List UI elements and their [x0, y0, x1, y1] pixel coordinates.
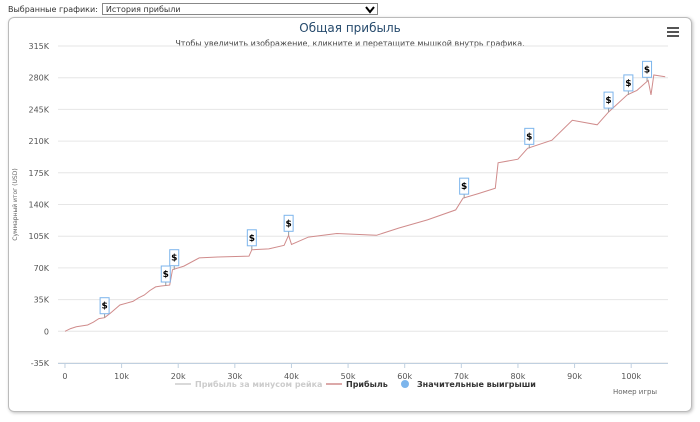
y-tick-label: -35K [31, 359, 50, 368]
win-flag: $ [642, 60, 653, 82]
legend-item[interactable]: Прибыль [326, 379, 388, 389]
dropdown-arrow [365, 6, 375, 14]
win-flag: $ [459, 177, 470, 199]
x-tick-label: 40k [284, 372, 299, 381]
chart-panel: Общая прибыль Чтобы увеличить изображение… [8, 17, 692, 412]
y-tick-label: 210K [28, 137, 49, 146]
y-axis-title: Суммарный итог (USD) [12, 168, 19, 240]
y-tick-label: 245K [28, 105, 49, 114]
legend-label: Значительные выигрыши [417, 380, 536, 389]
chart-title: Общая прибыль [299, 21, 400, 35]
selected-option: История прибыли [105, 5, 181, 14]
win-flag: $ [524, 127, 535, 149]
win-flag: $ [169, 249, 180, 270]
chart-subtitle: Чтобы увеличить изображение, кликните и … [175, 39, 524, 48]
x-tick-label: 20k [171, 372, 186, 381]
flag-label: $ [163, 270, 169, 280]
y-tick-label: 70K [34, 264, 50, 273]
legend-label: Прибыль за минусом рейка [195, 379, 322, 389]
flag-box [99, 297, 110, 315]
win-flag: $ [246, 229, 257, 250]
flag-label: $ [461, 182, 467, 192]
win-flag: $ [283, 214, 294, 236]
y-tick-label: 175K [28, 169, 49, 178]
flag-box [246, 229, 257, 247]
select-box[interactable]: История прибыли [101, 3, 378, 15]
flag-label: $ [625, 79, 631, 89]
chart: Общая прибыль Чтобы увеличить изображение… [12, 21, 680, 396]
flag-label: $ [285, 219, 291, 229]
flag-label: $ [526, 132, 532, 142]
chart-selector: Выбранные графики: История прибыли [8, 3, 378, 15]
win-flag: $ [623, 74, 634, 95]
flag-box [524, 127, 535, 145]
win-flag: $ [99, 297, 110, 318]
legend-item[interactable]: Значительные выигрыши [401, 380, 536, 389]
flag-box [283, 214, 294, 232]
legend-label: Прибыль [346, 379, 388, 389]
legend-item[interactable]: Прибыль за минусом рейка [175, 379, 322, 389]
x-tick-label: 80k [511, 372, 526, 381]
x-tick-label: 0 [62, 372, 67, 381]
win-flag: $ [603, 91, 614, 113]
flag-box [160, 265, 171, 283]
win-flag: $ [160, 265, 171, 287]
flag-label: $ [605, 96, 611, 106]
y-tick-label: 140K [28, 201, 49, 210]
flag-box [169, 249, 180, 267]
menu-button[interactable] [666, 26, 680, 38]
y-tick-label: 0 [44, 327, 49, 336]
x-tick-label: 70k [454, 372, 469, 381]
y-tick-label: 280K [28, 74, 49, 83]
y-tick-label: 315K [28, 42, 49, 51]
flag-box [623, 74, 634, 92]
flag-label: $ [171, 254, 177, 264]
profit-line [64, 74, 666, 332]
x-tick-label: 90k [567, 372, 582, 381]
flag-label: $ [644, 65, 650, 75]
flag-box [459, 177, 470, 195]
x-tick-label: 30k [227, 372, 242, 381]
x-tick-label: 10k [114, 372, 129, 381]
x-tick-label: 60k [397, 372, 412, 381]
legend-symbol [401, 380, 409, 388]
y-tick-label: 105K [28, 232, 49, 241]
x-tick-label: 50k [341, 372, 356, 381]
selector-label: Выбранные графики: [8, 4, 98, 14]
x-axis-title: Номер игры [613, 388, 657, 396]
flag-box [603, 91, 614, 109]
flag-box [642, 60, 653, 78]
flag-label: $ [249, 234, 255, 244]
flag-label: $ [101, 302, 107, 312]
x-tick-label: 100k [621, 372, 641, 381]
y-tick-label: 35K [34, 296, 50, 305]
